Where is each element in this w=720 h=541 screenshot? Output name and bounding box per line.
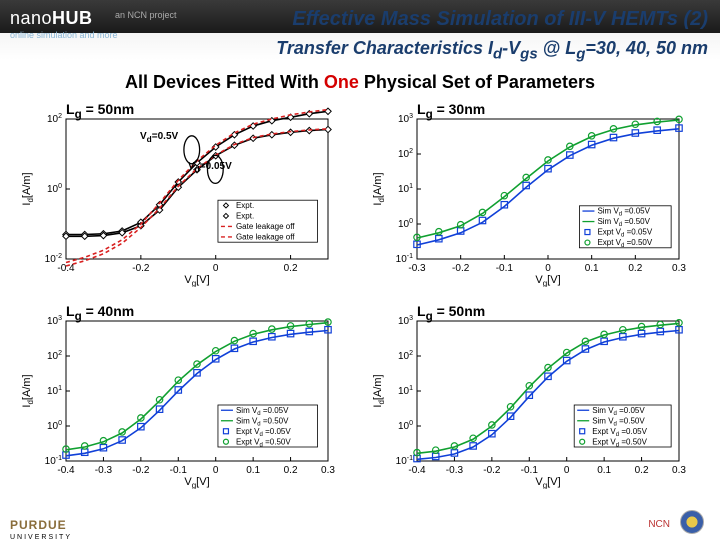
svg-text:-0.2: -0.2: [452, 263, 470, 274]
nsf-icon: [680, 510, 704, 534]
svg-text:Id[A/m]: Id[A/m]: [21, 374, 35, 407]
svg-text:Id[A/m]: Id[A/m]: [372, 374, 386, 407]
svg-text:100: 100: [398, 420, 413, 432]
chart-annotation: Vd=0.5V: [140, 131, 178, 144]
svg-text:-0.1: -0.1: [170, 465, 188, 476]
svg-text:101: 101: [398, 385, 413, 397]
svg-text:-0.4: -0.4: [57, 465, 75, 476]
svg-text:-0.3: -0.3: [446, 465, 464, 476]
svg-text:103: 103: [398, 315, 413, 327]
svg-text:-0.1: -0.1: [521, 465, 539, 476]
svg-text:Id[A/m]: Id[A/m]: [372, 172, 386, 205]
chart-svg: -0.4-0.3-0.2-0.100.10.20.310-11001011021…: [18, 301, 338, 489]
chart-svg: -0.4-0.3-0.2-0.100.10.20.310-11001011021…: [369, 301, 689, 489]
purdue-logo: PURDUE UNIVERSITY: [10, 518, 710, 541]
svg-text:0.1: 0.1: [597, 465, 611, 476]
svg-text:-0.4: -0.4: [408, 465, 426, 476]
chart-annotation: Vd=0.05V: [188, 161, 232, 174]
svg-text:0: 0: [564, 465, 570, 476]
svg-text:0.2: 0.2: [628, 263, 642, 274]
svg-text:Vg[V]: Vg[V]: [184, 476, 209, 489]
chart-svg: -0.3-0.2-0.100.10.20.310-1100101102103Vg…: [369, 99, 689, 287]
svg-text:101: 101: [47, 385, 62, 397]
svg-text:0.3: 0.3: [672, 465, 686, 476]
svg-text:0.3: 0.3: [672, 263, 686, 274]
svg-text:-0.2: -0.2: [132, 263, 150, 274]
chart-cell: Lg = 30nm-0.3-0.2-0.100.10.20.310-110010…: [369, 99, 702, 297]
svg-text:-0.1: -0.1: [496, 263, 514, 274]
svg-text:Gate leakage off: Gate leakage off: [236, 232, 295, 241]
chart-caption: Lg = 50nm: [66, 101, 134, 121]
svg-text:0: 0: [545, 263, 551, 274]
svg-text:0.2: 0.2: [284, 465, 298, 476]
page-title: Effective Mass Simulation of III-V HEMTs…: [292, 8, 708, 31]
chart-cell: Lg = 50nm-0.4-0.3-0.2-0.100.10.20.310-11…: [369, 301, 702, 499]
logo-prefix: nano: [10, 8, 52, 28]
svg-text:Vg[V]: Vg[V]: [535, 476, 560, 489]
svg-text:0.2: 0.2: [635, 465, 649, 476]
svg-text:-0.3: -0.3: [408, 263, 426, 274]
svg-text:-0.4: -0.4: [57, 263, 75, 274]
ncn-tag: an NCN project: [115, 10, 177, 20]
chart-caption: Lg = 30nm: [417, 101, 485, 121]
svg-text:101: 101: [398, 183, 413, 195]
svg-text:Expt.: Expt.: [236, 211, 254, 220]
svg-text:100: 100: [398, 218, 413, 230]
svg-text:100: 100: [47, 420, 62, 432]
svg-text:0: 0: [213, 465, 219, 476]
svg-text:0.3: 0.3: [321, 465, 335, 476]
svg-text:0: 0: [213, 263, 219, 274]
chart-cell: Lg = 40nm-0.4-0.3-0.2-0.100.10.20.310-11…: [18, 301, 351, 499]
chart-caption: Lg = 40nm: [66, 303, 134, 323]
svg-text:102: 102: [47, 113, 62, 125]
svg-text:Id[A/m]: Id[A/m]: [21, 172, 35, 205]
svg-text:0.1: 0.1: [246, 465, 260, 476]
svg-text:102: 102: [398, 350, 413, 362]
header: nanoHUB online simulation and more an NC…: [0, 0, 720, 60]
chart-svg: -0.4-0.200.210-2100102Vg[V]Id[A/m]Expt.E…: [18, 99, 338, 287]
svg-text:-0.3: -0.3: [95, 465, 113, 476]
logo: nanoHUB: [10, 8, 93, 29]
svg-text:-0.2: -0.2: [132, 465, 150, 476]
page-subtitle: Transfer Characteristics Id-Vgs @ Lg=30,…: [276, 38, 708, 63]
logo-bold: HUB: [52, 8, 93, 28]
chart-caption: Lg = 50nm: [417, 303, 485, 323]
svg-text:-0.2: -0.2: [483, 465, 501, 476]
svg-text:102: 102: [398, 148, 413, 160]
svg-text:100: 100: [47, 183, 62, 195]
svg-text:0.1: 0.1: [585, 263, 599, 274]
footer: PURDUE UNIVERSITY NCN: [10, 516, 710, 536]
svg-text:103: 103: [47, 315, 62, 327]
svg-text:Expt.: Expt.: [236, 201, 254, 210]
svg-text:0.2: 0.2: [284, 263, 298, 274]
chart-cell: Lg = 50nmVd=0.5VVd=0.05V-0.4-0.200.210-2…: [18, 99, 351, 297]
svg-text:Vg[V]: Vg[V]: [535, 274, 560, 287]
svg-text:Gate leakage off: Gate leakage off: [236, 222, 295, 231]
ncn-logo: NCN: [648, 519, 670, 530]
section-heading: All Devices Fitted With One Physical Set…: [0, 72, 720, 93]
svg-text:Vg[V]: Vg[V]: [184, 274, 209, 287]
svg-text:103: 103: [398, 113, 413, 125]
svg-text:102: 102: [47, 350, 62, 362]
charts-grid: Lg = 50nmVd=0.5VVd=0.05V-0.4-0.200.210-2…: [0, 99, 720, 499]
logo-subtitle: online simulation and more: [10, 30, 118, 40]
